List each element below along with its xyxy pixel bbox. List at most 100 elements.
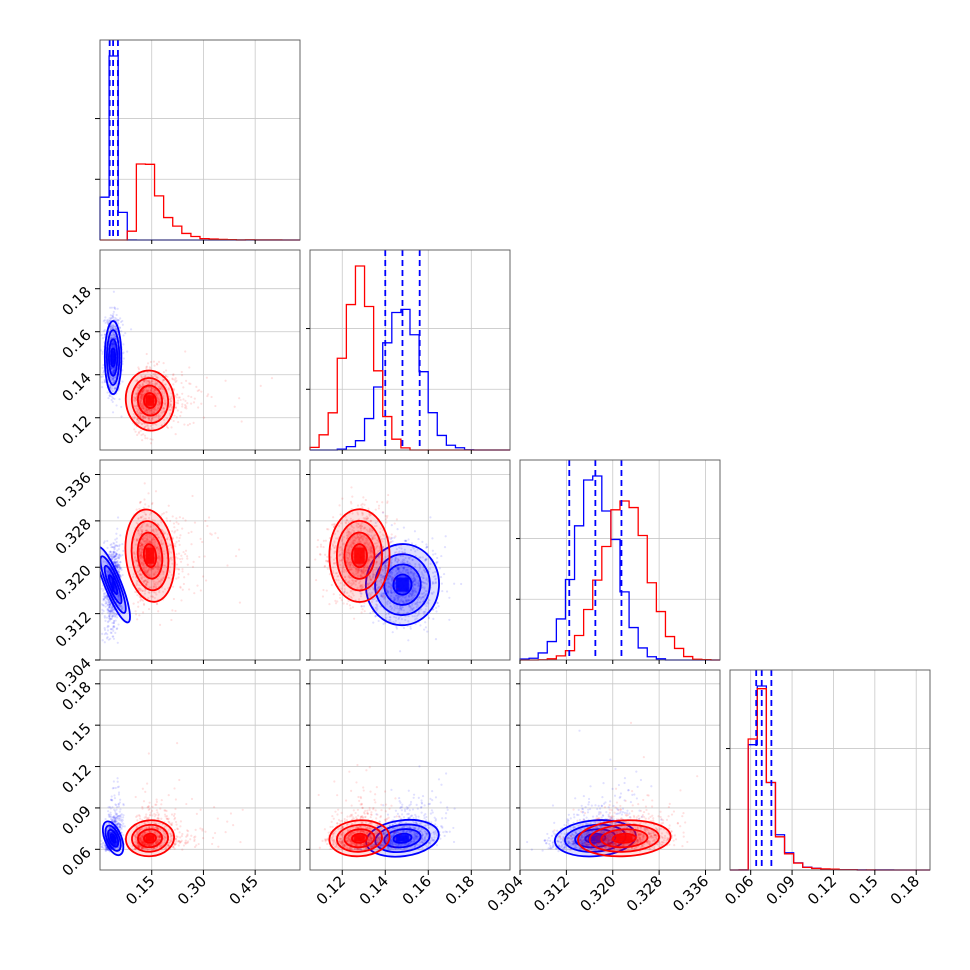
scatter-point [418,612,421,615]
scatter-point [411,571,414,574]
scatter-point [432,617,435,620]
scatter-point [384,613,388,616]
scatter-point [135,581,138,585]
scatter-point [111,615,114,618]
scatter-point [101,632,104,635]
scatter-point [409,572,412,575]
scatter-point [410,593,414,596]
scatter-point [409,592,412,595]
scatter-point [172,585,175,588]
scatter-point [385,584,388,587]
scatter-point [169,396,173,399]
scatter-point [111,367,114,370]
scatter-point [115,404,118,407]
scatter-point [375,609,378,612]
scatter-point [145,381,148,384]
scatter-point [390,571,393,574]
scatter-point [154,388,157,392]
scatter-point [145,389,148,392]
scatter-point [142,415,145,419]
scatter-point [137,420,140,423]
scatter-point [133,397,136,400]
scatter-point [149,569,153,572]
scatter-point [138,384,141,387]
scatter-point [382,592,386,595]
scatter-point [140,393,143,396]
scatter-point [210,533,213,536]
scatter-point [112,624,115,628]
scatter-point [105,616,109,619]
scatter-point [151,567,154,570]
scatter-point [112,325,115,328]
scatter-point [108,615,111,618]
scatter-point [176,409,179,412]
scatter-point [111,556,114,559]
scatter-point [149,525,152,528]
scatter-point [401,561,405,564]
scatter-point [390,594,393,598]
scatter-point [110,327,114,330]
scatter-point [205,579,208,582]
scatter-point [436,602,439,605]
scatter-point [158,552,161,555]
scatter-point [140,423,144,426]
scatter-point [119,555,122,558]
scatter-point [165,517,168,520]
scatter-point [174,406,178,410]
scatter-point [139,402,142,405]
scatter-point [369,611,372,615]
scatter-point [155,376,158,379]
scatter-point [108,600,111,604]
scatter-point [110,615,114,618]
scatter-point [193,521,197,524]
scatter-point [112,621,115,625]
scatter-point [393,551,397,554]
scatter-point [114,563,117,566]
scatter-point [357,567,360,570]
scatter-point [157,385,161,388]
scatter-point [394,557,397,560]
scatter-point [380,575,384,579]
scatter-point [146,572,149,576]
scatter-point [156,376,159,379]
scatter-point [401,606,404,609]
scatter-point [387,612,390,615]
scatter-point [386,603,389,606]
scatter-point [158,591,161,594]
scatter-point [142,562,145,565]
scatter-point [133,556,136,560]
scatter-point [111,344,114,347]
scatter-point [156,396,159,400]
scatter-point [104,596,107,599]
scatter-point [142,506,145,509]
scatter-point [144,529,148,532]
scatter-point [152,529,155,532]
scatter-point [155,415,158,418]
scatter-point [161,513,164,516]
scatter-point [406,568,409,571]
scatter-point [381,596,384,599]
scatter-point [134,543,137,546]
scatter-point [403,566,406,569]
scatter-point [149,586,153,589]
scatter-point [172,374,175,377]
scatter-point [153,519,156,522]
scatter-point [389,576,392,579]
scatter-point [135,405,138,408]
scatter-point [115,540,118,544]
scatter-point [405,571,408,574]
scatter-point [140,574,143,577]
scatter-point [162,512,166,515]
scatter-point [154,584,157,587]
scatter-point [111,314,114,318]
scatter-point [416,601,419,604]
scatter-point [210,395,213,399]
scatter-point [176,557,179,560]
scatter-point [107,320,110,323]
scatter-point [117,564,120,567]
scatter-point [112,371,115,375]
scatter-point [112,377,115,380]
scatter-point [397,616,401,619]
scatter-point [390,579,394,582]
scatter-point [153,416,156,419]
